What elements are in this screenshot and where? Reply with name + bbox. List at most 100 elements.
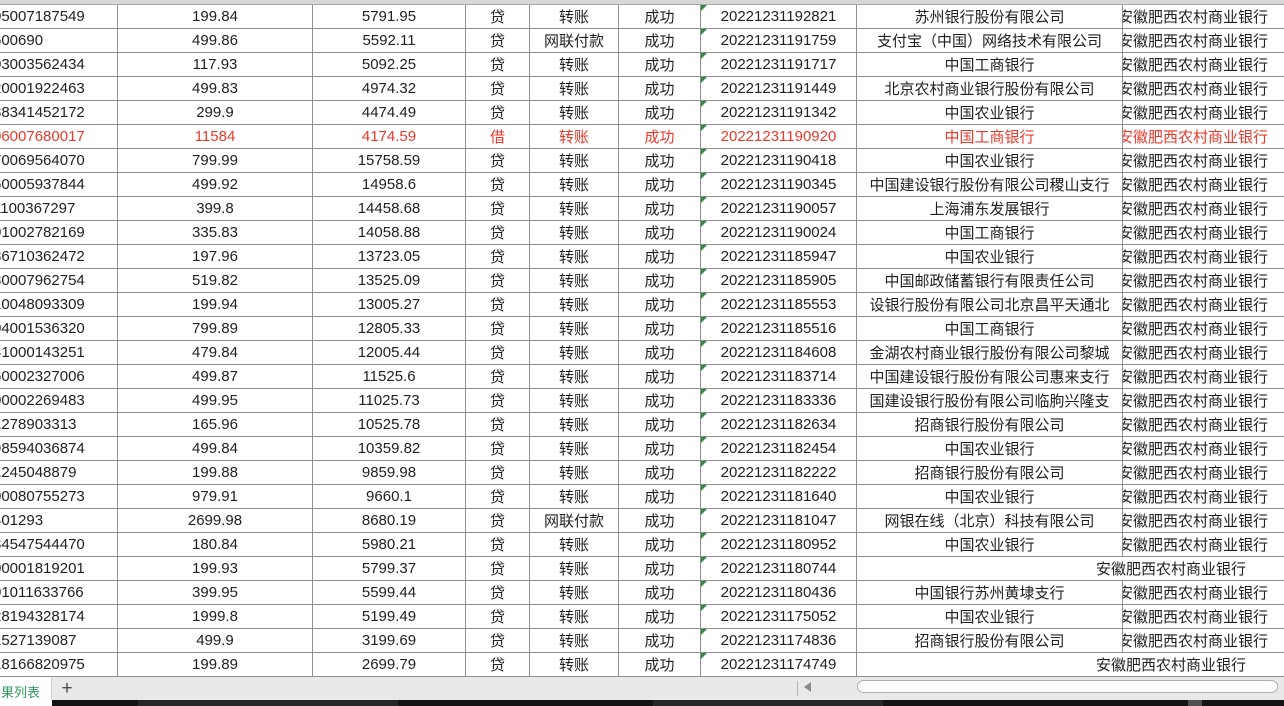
cell-debit-credit-flag[interactable]: 贷 (466, 149, 530, 172)
cell-account-number[interactable]: 70069564070 (0, 149, 118, 172)
cell-own-bank[interactable]: 安徽肥西农村商业银行 (1123, 221, 1284, 244)
cell-own-bank[interactable]: 安徽肥西农村商业银行 (1123, 341, 1284, 364)
cell-account-number[interactable]: 98594036874 (0, 437, 118, 460)
cell-transaction-amount[interactable]: 199.89 (118, 653, 313, 676)
cell-transaction-timestamp[interactable]: 20221231180744 (701, 557, 857, 580)
cell-transaction-status[interactable]: 成功 (619, 485, 701, 508)
cell-transaction-method[interactable]: 网联付款 (530, 509, 619, 532)
cell-transaction-method[interactable]: 转账 (530, 341, 619, 364)
cell-own-bank[interactable]: 安徽肥西农村商业银行 (1123, 29, 1284, 52)
cell-transaction-method[interactable]: 转账 (530, 5, 619, 28)
cell-account-number[interactable]: 86710362472 (0, 245, 118, 268)
cell-account-balance[interactable]: 10359.82 (313, 437, 466, 460)
cell-account-number[interactable]: 10048093309 (0, 293, 118, 316)
cell-transaction-status[interactable]: 成功 (619, 77, 701, 100)
cell-account-number[interactable]: 600690 (0, 29, 118, 52)
cell-account-number[interactable]: 03003562434 (0, 53, 118, 76)
cell-counterparty-bank[interactable]: 上海浦东发展银行 (857, 197, 1123, 220)
cell-account-number[interactable]: 01011633766 (0, 581, 118, 604)
cell-transaction-method[interactable]: 转账 (530, 413, 619, 436)
cell-debit-credit-flag[interactable]: 贷 (466, 221, 530, 244)
cell-transaction-status[interactable]: 成功 (619, 581, 701, 604)
cell-transaction-status[interactable]: 成功 (619, 29, 701, 52)
cell-account-number[interactable]: 00001819201 (0, 557, 118, 580)
cell-transaction-timestamp[interactable]: 20221231182454 (701, 437, 857, 460)
cell-debit-credit-flag[interactable]: 借 (466, 125, 530, 148)
cell-own-bank[interactable]: 安徽肥西农村商业银行 (1123, 605, 1284, 628)
cell-counterparty-bank[interactable]: 中国农业银行 (857, 149, 1123, 172)
cell-transaction-timestamp[interactable]: 20221231182222 (701, 461, 857, 484)
cell-counterparty-bank[interactable]: 支付宝（中国）网络技术有限公司 (857, 29, 1123, 52)
cell-counterparty-bank[interactable]: 中国银行苏州黄埭支行 (857, 581, 1123, 604)
add-sheet-button[interactable]: + (61, 677, 73, 699)
cell-transaction-method[interactable]: 转账 (530, 317, 619, 340)
cell-account-balance[interactable]: 10525.78 (313, 413, 466, 436)
cell-account-number[interactable]: 05007187549 (0, 5, 118, 28)
cell-transaction-amount[interactable]: 499.95 (118, 389, 313, 412)
cell-debit-credit-flag[interactable]: 贷 (466, 485, 530, 508)
cell-transaction-method[interactable]: 转账 (530, 557, 619, 580)
cell-account-number[interactable]: 60002327006 (0, 365, 118, 388)
cell-counterparty-bank[interactable] (857, 557, 1123, 580)
cell-transaction-amount[interactable]: 11584 (118, 125, 313, 148)
cell-transaction-timestamp[interactable]: 20221231182634 (701, 413, 857, 436)
cell-debit-credit-flag[interactable]: 贷 (466, 557, 530, 580)
cell-transaction-status[interactable]: 成功 (619, 365, 701, 388)
cell-transaction-method[interactable]: 转账 (530, 77, 619, 100)
cell-transaction-status[interactable]: 成功 (619, 413, 701, 436)
cell-own-bank[interactable]: 安徽肥西农村商业银行 (1096, 653, 1284, 676)
cell-counterparty-bank[interactable]: 苏州银行股份有限公司 (857, 5, 1123, 28)
cell-transaction-timestamp[interactable]: 20221231191759 (701, 29, 857, 52)
cell-account-balance[interactable]: 14958.6 (313, 173, 466, 196)
cell-transaction-timestamp[interactable]: 20221231185553 (701, 293, 857, 316)
cell-transaction-amount[interactable]: 165.96 (118, 413, 313, 436)
cell-account-number[interactable]: 1278903313 (0, 413, 118, 436)
cell-counterparty-bank[interactable]: 设银行股份有限公司北京昌平天通北 (857, 293, 1123, 316)
cell-account-balance[interactable]: 15758.59 (313, 149, 466, 172)
cell-transaction-method[interactable]: 转账 (530, 653, 619, 676)
cell-transaction-status[interactable]: 成功 (619, 605, 701, 628)
cell-account-balance[interactable]: 12005.44 (313, 341, 466, 364)
cell-transaction-method[interactable]: 转账 (530, 101, 619, 124)
cell-account-balance[interactable]: 3199.69 (313, 629, 466, 652)
cell-account-number[interactable]: 18166820975 (0, 653, 118, 676)
cell-transaction-amount[interactable]: 199.84 (118, 5, 313, 28)
cell-transaction-timestamp[interactable]: 20221231190057 (701, 197, 857, 220)
cell-account-number[interactable]: 06007680017 (0, 125, 118, 148)
cell-transaction-status[interactable]: 成功 (619, 461, 701, 484)
cell-counterparty-bank[interactable]: 招商银行股份有限公司 (857, 461, 1123, 484)
cell-counterparty-bank[interactable]: 中国建设银行股份有限公司惠来支行 (857, 365, 1123, 388)
cell-own-bank[interactable]: 安徽肥西农村商业银行 (1096, 557, 1284, 580)
cell-transaction-status[interactable]: 成功 (619, 197, 701, 220)
cell-debit-credit-flag[interactable]: 贷 (466, 437, 530, 460)
cell-counterparty-bank[interactable]: 金湖农村商业银行股份有限公司黎城 (857, 341, 1123, 364)
cell-debit-credit-flag[interactable]: 贷 (466, 365, 530, 388)
cell-account-balance[interactable]: 4474.49 (313, 101, 466, 124)
cell-transaction-status[interactable]: 成功 (619, 533, 701, 556)
cell-own-bank[interactable]: 安徽肥西农村商业银行 (1123, 101, 1284, 124)
cell-transaction-method[interactable]: 转账 (530, 485, 619, 508)
cell-own-bank[interactable]: 安徽肥西农村商业银行 (1123, 5, 1284, 28)
cell-own-bank[interactable]: 安徽肥西农村商业银行 (1123, 413, 1284, 436)
cell-transaction-amount[interactable]: 499.84 (118, 437, 313, 460)
cell-transaction-method[interactable]: 转账 (530, 245, 619, 268)
cell-account-balance[interactable]: 5092.25 (313, 53, 466, 76)
cell-own-bank[interactable]: 安徽肥西农村商业银行 (1123, 293, 1284, 316)
cell-account-number[interactable]: 1527139087 (0, 629, 118, 652)
cell-debit-credit-flag[interactable]: 贷 (466, 29, 530, 52)
cell-own-bank[interactable]: 安徽肥西农村商业银行 (1123, 125, 1284, 148)
cell-transaction-method[interactable]: 转账 (530, 221, 619, 244)
scroll-left-arrow-icon[interactable] (804, 682, 811, 692)
cell-account-balance[interactable]: 11525.6 (313, 365, 466, 388)
cell-own-bank[interactable]: 安徽肥西农村商业银行 (1123, 389, 1284, 412)
cell-account-balance[interactable]: 5199.49 (313, 605, 466, 628)
cell-own-bank[interactable]: 安徽肥西农村商业银行 (1123, 461, 1284, 484)
cell-transaction-status[interactable]: 成功 (619, 389, 701, 412)
cell-transaction-amount[interactable]: 499.83 (118, 77, 313, 100)
cell-debit-credit-flag[interactable]: 贷 (466, 317, 530, 340)
cell-account-balance[interactable]: 13525.09 (313, 269, 466, 292)
cell-transaction-amount[interactable]: 479.84 (118, 341, 313, 364)
cell-debit-credit-flag[interactable]: 贷 (466, 245, 530, 268)
cell-transaction-timestamp[interactable]: 20221231191717 (701, 53, 857, 76)
cell-counterparty-bank[interactable]: 中国工商银行 (857, 317, 1123, 340)
